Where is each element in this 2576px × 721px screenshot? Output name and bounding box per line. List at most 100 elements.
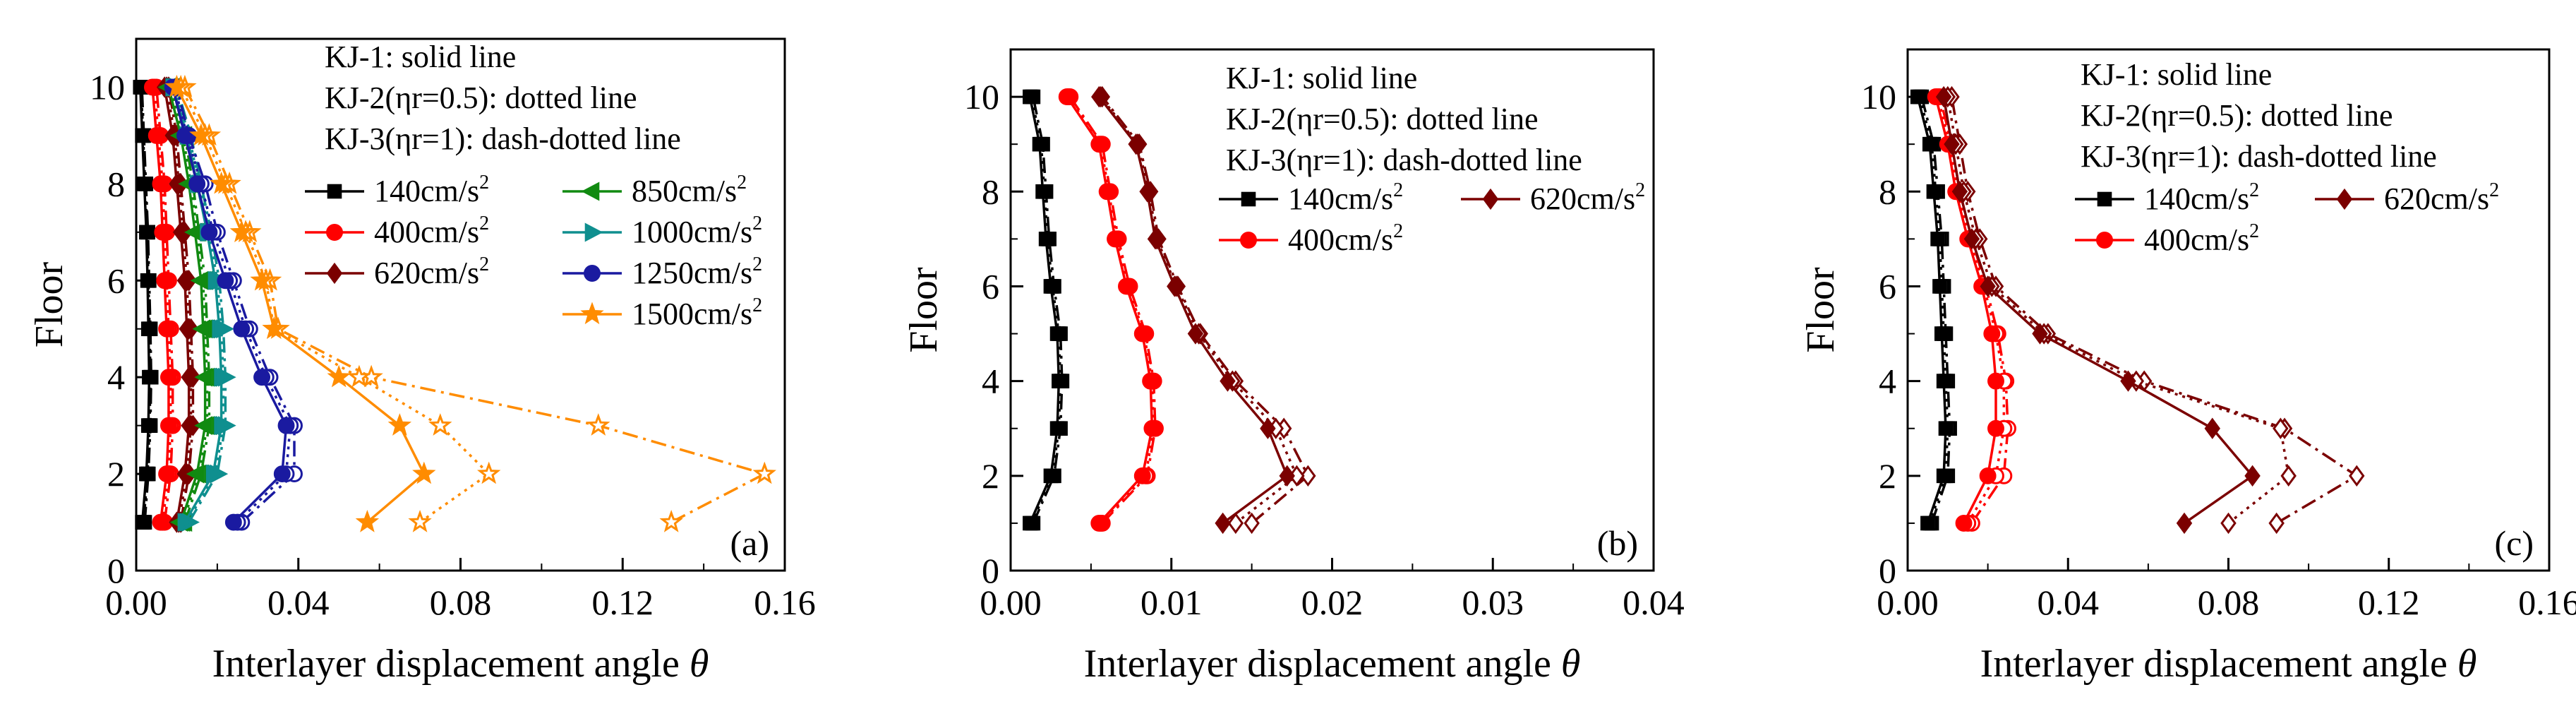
data-point-kj1 [1987,419,2004,437]
legend-label: 400cm/s2 [2144,220,2259,257]
y-tick-label: 6 [982,266,999,306]
data-point-kj1 [2032,323,2048,345]
legend-label: 400cm/s2 [1288,220,1403,257]
data-point-kj1 [209,171,234,194]
data-point-kj1 [1052,374,1066,388]
data-point-kj1 [2176,512,2193,535]
y-axis-label: Floor [28,261,71,347]
x-tick-label: 0.02 [1301,583,1364,622]
legend-label-sup: 2 [1635,179,1645,201]
x-axis-label-text: Interlayer displacement angle [1980,642,2448,686]
y-tick-label: 8 [1879,172,1896,211]
legend-note: KJ-1: solid line [1226,61,1417,95]
series-line-kj3 [155,87,174,523]
data-point-kj1 [172,221,189,243]
data-point-kj1 [387,413,412,436]
data-point-kj1 [154,223,171,241]
legend-marker [580,302,604,325]
series-line-kj3 [183,86,768,524]
series-line-kj2 [173,87,292,523]
y-tick-label: 10 [964,77,999,117]
data-point-kj3 [2268,512,2285,535]
data-point-kj1 [1133,467,1151,484]
legend-label-sup: 2 [752,294,762,316]
data-point-kj1 [139,225,154,240]
data-point-kj1 [277,417,295,434]
data-point-kj1 [190,270,209,290]
x-axis-label: Interlayer displacement angle θ [212,642,709,686]
legend-marker [1241,191,1256,207]
data-point-kj1 [1043,468,1059,484]
data-point-kj3 [659,510,683,532]
series-line-kj3 [1032,96,1064,524]
y-tick-label: 0 [107,551,125,590]
legend-label: 620cm/s2 [1530,179,1645,216]
series-line-kj2 [1100,96,1299,525]
legend-label-text: 140cm/s [1288,181,1393,216]
data-point-kj1 [142,369,157,385]
data-point-kj2 [2273,417,2289,439]
data-point-kj1 [140,321,156,337]
x-axis-label-space [2448,642,2457,686]
data-point-kj1 [1983,325,2001,342]
data-point-kj1 [164,74,189,97]
legend-marker [327,184,342,199]
x-axis-label-text: Interlayer displacement angle [212,642,680,686]
data-point-kj1 [1938,421,1954,436]
data-point-kj2 [1227,512,1244,535]
data-point-kj1 [137,177,152,191]
x-axis-label-symbol: θ [2457,642,2477,686]
legend-label-sup: 2 [752,254,762,275]
data-point-kj1 [160,369,177,386]
data-point-kj1 [253,369,271,386]
data-point-kj1 [1023,89,1037,105]
data-point-kj1 [194,367,212,387]
x-tick-label: 0.01 [1140,583,1203,622]
data-point-kj1 [2120,370,2136,392]
data-point-kj1 [1147,228,1164,250]
legend-marker [2097,191,2112,207]
series-line-kj1 [167,87,207,523]
series-line-kj1 [171,86,223,523]
legend-label: 620cm/s2 [2384,179,2499,216]
data-point-kj1 [1922,136,1937,152]
data-point-kj1 [1980,275,1996,297]
series-line-kj3 [1101,96,1310,525]
data-point-kj1 [1118,278,1135,295]
y-tick-label: 2 [1879,456,1896,496]
data-point-kj1 [212,319,231,339]
data-point-kj1 [1139,181,1155,203]
legend-label: 620cm/s2 [374,254,489,290]
data-point-kj1 [1963,228,1980,250]
data-point-kj1 [200,223,218,241]
legend-label-text: 1000cm/s [632,215,752,249]
series-line-kj1 [1934,96,1997,524]
y-tick-label: 10 [1861,77,1896,117]
x-axis-label-space [680,642,690,686]
series-140cm/s2 [1910,89,1957,531]
data-point-kj3 [752,461,776,484]
legend-label-sup: 2 [479,213,489,234]
legend-note: KJ-3(ηr=1): dash-dotted line [325,121,681,156]
data-point-kj1 [1143,419,1161,437]
legend-label-sup: 2 [752,213,762,234]
legend-label-text: 850cm/s [632,174,737,208]
legend-marker [2336,188,2353,210]
x-tick-label: 0.04 [2038,583,2100,622]
y-tick-label: 8 [107,164,125,203]
y-tick-label: 2 [982,456,999,496]
x-tick-label: 0.04 [267,583,330,622]
legend-entry: 140cm/s2 [1219,179,1403,216]
data-point-kj3 [1300,465,1316,487]
legend-label-sup: 2 [737,172,747,193]
series-620cm/s2 [1935,85,2365,535]
series-line-kj2 [165,87,193,523]
data-point-kj3 [586,413,610,436]
legend-entry: 620cm/s2 [1461,179,1645,216]
data-point-kj1 [1133,325,1151,342]
data-point-kj3 [1244,512,1260,535]
series-line-kj3 [1920,96,1951,524]
legend-label-text: 1250cm/s [632,256,752,290]
series-140cm/s2 [1023,89,1070,531]
legend-marker [584,222,603,242]
